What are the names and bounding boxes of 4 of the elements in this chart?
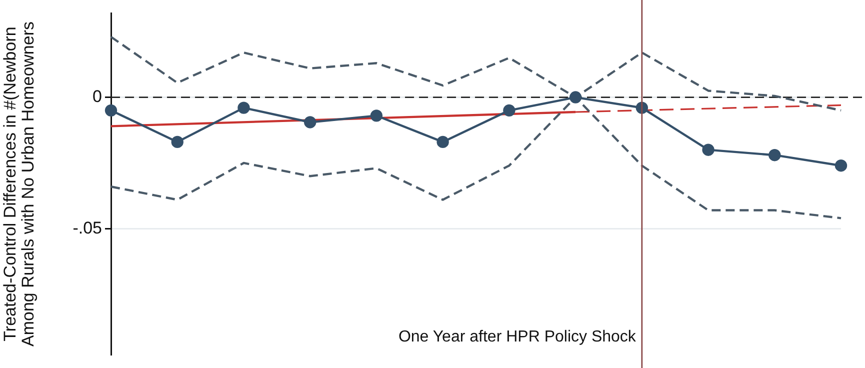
annotation: One Year after HPR Policy Shock [398, 328, 637, 346]
y-tick-label: -.05 [72, 218, 102, 238]
y-axis-title: Treated-Control Differences in #(Newborn Among Rurals with No Urban Homeowners [0, 21, 38, 347]
y-tick-label: 0 [92, 86, 102, 106]
